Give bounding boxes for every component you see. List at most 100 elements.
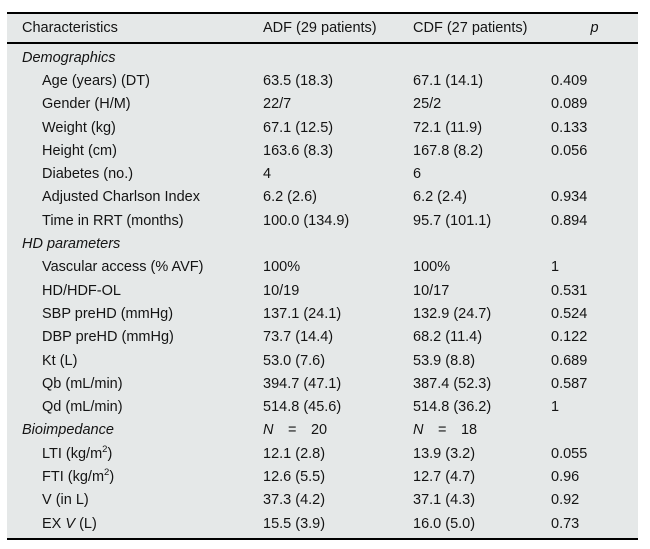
text-segment: 0.409 [551,72,588,89]
cell-cdf-value: 387.4 (52.3) [413,376,551,392]
cell-cdf-value: 6 [413,166,551,182]
cell-p-value: 0.122 [551,329,638,345]
column-header-p: p [590,20,599,36]
cell-p-value: 0.055 [551,446,638,462]
text-segment: SBP preHD (mmHg) [42,305,174,322]
text-segment: HD/HDF-OL [42,282,121,299]
text-segment: 4 [263,166,272,183]
text-segment: Demographics [22,49,116,66]
text-segment: 0.689 [551,352,588,369]
text-segment: 6.2 (2.6) [263,189,317,206]
cell-p-value: 0.73 [551,516,638,532]
cell-cdf-value: 514.8 (36.2) [413,399,551,415]
text-segment: Gender (H/M) [42,96,131,113]
cell-cdf-value: 67.1 (14.1) [413,73,551,89]
cell-adf-value: N = 20 [263,422,413,438]
cell-adf-value: 22/7 [263,96,413,112]
cell-p-value: 0.96 [551,469,638,485]
cell-adf-value: 163.6 (8.3) [263,143,413,159]
cell-characteristic: Age (years) (DT) [7,73,263,89]
text-segment: 37.1 (4.3) [413,492,476,509]
text-segment: N [413,422,424,439]
cell-adf-value: 137.1 (24.1) [263,306,413,322]
table-header: Characteristics ADF (29 patients) CDF (27 … [7,14,638,44]
text-segment: 12.1 (2.8) [263,445,326,462]
text-segment: Diabetes (no.) [42,166,134,183]
cell-adf-value: 100.0 (134.9) [263,213,413,229]
text-segment: 0.056 [551,142,588,159]
text-segment: 0.73 [551,515,580,532]
cell-p-value: 0.409 [551,73,638,89]
text-segment: 0.934 [551,189,588,206]
table-row: EX V (L) 15.5 (3.9) 16.0 (5.0) 0.73 [7,512,638,535]
table-row: Qb (mL/min) 394.7 (47.1) 387.4 (52.3) 0.587 [7,372,638,395]
text-segment: N [263,422,274,439]
text-segment: 95.7 (101.1) [413,212,492,229]
text-segment: 1 [551,259,560,276]
text-segment: 67.1 (14.1) [413,72,484,89]
text-segment: 12.7 (4.7) [413,468,476,485]
cell-characteristic: Kt (L) [7,353,263,369]
cell-characteristic: Height (cm) [7,143,263,159]
text-segment: = 20 [273,422,328,439]
table-row: DBP preHD (mmHg) 73.7 (14.4) 68.2 (11.4) 0.… [7,326,638,349]
cell-cdf-value: 53.9 (8.8) [413,353,551,369]
text-segment: 0.92 [551,492,580,509]
cell-characteristic: DBP preHD (mmHg) [7,329,263,345]
cell-characteristic: Time in RRT (months) [7,213,263,229]
text-segment: 72.1 (11.9) [413,119,483,136]
table-row: Vascular access (% AVF) 100% 100% 1 [7,256,638,279]
cell-adf-value: 10/19 [263,283,413,299]
cell-p-value: 0.689 [551,353,638,369]
text-segment: FTI (kg/m [42,468,105,485]
cell-p-value: 1 [551,399,638,415]
cell-cdf-value: 167.8 (8.2) [413,143,551,159]
patient-characteristics-table: Characteristics ADF (29 patients) CDF (27 … [7,12,638,541]
table-row: HD/HDF-OL 10/19 10/17 0.531 [7,279,638,302]
text-segment: 6.2 (2.4) [413,189,467,206]
text-segment: Age (years) (DT) [42,72,150,89]
text-segment: 68.2 (11.4) [413,329,483,346]
cell-adf-value: 394.7 (47.1) [263,376,413,392]
table-row: Kt (L) 53.0 (7.6) 53.9 (8.8) 0.689 [7,349,638,372]
text-segment: 132.9 (24.7) [413,305,492,322]
text-segment: 100% [263,259,301,276]
column-header-adf: ADF (29 patients) [263,20,377,36]
table-row: Age (years) (DT) 63.5 (18.3) 67.1 (14.1) 0.… [7,69,638,92]
cell-adf-value: 63.5 (18.3) [263,73,413,89]
text-segment: 10/17 [413,282,450,299]
column-header-cdf: CDF (27 patients) [413,20,528,36]
cell-cdf-value: 100% [413,259,551,275]
text-segment: 394.7 (47.1) [263,375,342,392]
text-segment: 100% [413,259,451,276]
cell-p-value: 0.894 [551,213,638,229]
section-row: Bioimpedance N = 20 N = 18 [7,419,638,442]
text-segment: 0.055 [551,445,588,462]
text-segment: (L) [75,515,97,532]
text-segment: 53.9 (8.8) [413,352,476,369]
cell-cdf-value: 72.1 (11.9) [413,120,551,136]
text-segment: Kt (L) [42,352,78,369]
text-segment: 67.1 (12.5) [263,119,334,136]
text-segment: 0.122 [551,329,588,346]
text-segment: 10/19 [263,282,300,299]
text-segment: 0.531 [551,282,588,299]
text-segment: 13.9 (3.2) [413,445,476,462]
table-row: FTI (kg/m2) 12.6 (5.5) 12.7 (4.7) 0.96 [7,465,638,488]
cell-p-value: 0.056 [551,143,638,159]
text-segment: Bioimpedance [22,422,114,439]
table-row: Gender (H/M) 22/7 25/2 0.089 [7,93,638,116]
cell-adf-value: 73.7 (14.4) [263,329,413,345]
cell-characteristic: LTI (kg/m2) [7,445,263,462]
cell-characteristic: Weight (kg) [7,120,263,136]
cell-cdf-value: 12.7 (4.7) [413,469,551,485]
text-segment: 37.3 (4.2) [263,492,326,509]
cell-characteristic: Diabetes (no.) [7,166,263,182]
table-row: Weight (kg) 67.1 (12.5) 72.1 (11.9) 0.133 [7,116,638,139]
text-segment: 15.5 (3.9) [263,515,326,532]
text-segment: 387.4 (52.3) [413,375,492,392]
cell-adf-value: 12.6 (5.5) [263,469,413,485]
cell-characteristic: V (in L) [7,492,263,508]
text-segment: Vascular access (% AVF) [42,259,204,276]
text-segment: 0.587 [551,375,588,392]
